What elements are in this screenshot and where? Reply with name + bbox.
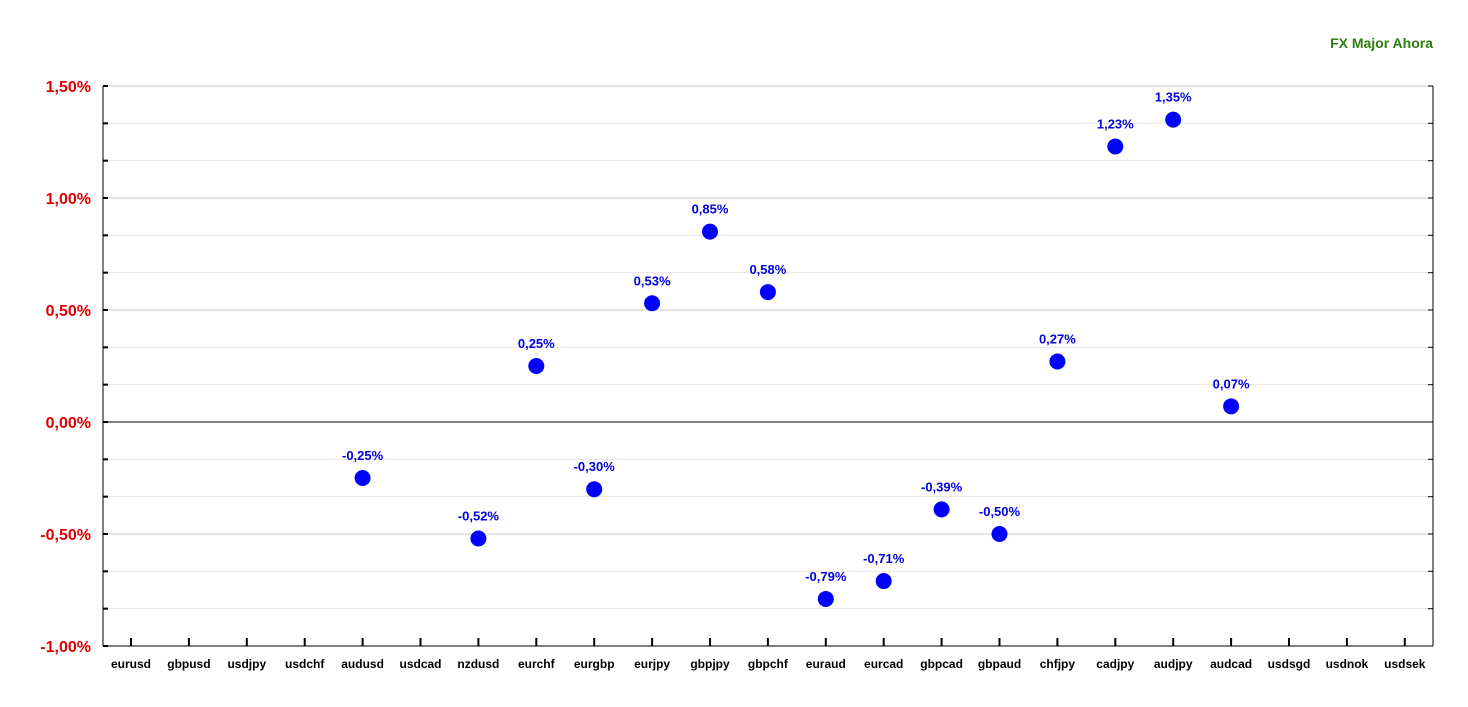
x-tick-label: gbpjpy	[690, 657, 730, 671]
data-point	[759, 284, 776, 301]
y-tick-label: 1,00%	[46, 191, 91, 208]
x-tick-label: audusd	[341, 657, 384, 671]
x-tick-label: usdjpy	[227, 657, 266, 671]
data-label: -0,30%	[574, 459, 616, 474]
data-label: -0,79%	[805, 569, 847, 584]
y-tick-label: 1,50%	[46, 79, 91, 96]
data-points	[354, 111, 1240, 607]
x-tick-label: eurjpy	[634, 657, 670, 671]
y-tick-label: 0,00%	[46, 415, 91, 432]
data-point	[470, 530, 487, 547]
x-tick-label: eurchf	[518, 657, 556, 671]
x-tick-label: usdsgd	[1268, 657, 1311, 671]
data-point	[586, 481, 603, 498]
data-labels: -0,25% -0,52% 0,25% -0,30% 0,53% 0,85% 0,58% -0…	[342, 90, 1250, 584]
data-point	[933, 501, 950, 518]
data-point	[1107, 138, 1124, 155]
data-point	[875, 573, 892, 590]
x-tick-labels: eurusd gbpusd usdjpy usdchf audusd usdcad nzdu…	[111, 657, 1426, 671]
data-label: 0,27%	[1039, 332, 1076, 347]
x-tick-label: gbpchf	[748, 657, 789, 671]
data-point	[1049, 353, 1066, 370]
x-tick-label: nzdusd	[457, 657, 499, 671]
data-point	[644, 295, 661, 312]
data-label: -0,25%	[342, 448, 384, 463]
y-tick-label: -0,50%	[40, 527, 91, 544]
data-label: 1,35%	[1155, 90, 1192, 105]
data-label: 0,25%	[518, 336, 555, 351]
data-point	[528, 358, 545, 374]
data-label: -0,39%	[921, 479, 963, 494]
x-tick-label: eurgbp	[574, 657, 615, 671]
x-tick-label: cadjpy	[1096, 657, 1134, 671]
data-point	[1223, 398, 1240, 415]
data-label: -0,52%	[458, 508, 500, 523]
x-tick-label: gbpaud	[978, 657, 1021, 671]
axes	[102, 85, 1434, 647]
x-tick-label: euraud	[806, 657, 846, 671]
x-tick-label: gbpcad	[920, 657, 963, 671]
x-tick-label: usdchf	[285, 657, 325, 671]
grid-lines	[103, 85, 1433, 647]
data-point	[991, 526, 1008, 542]
x-tick-label: usdnok	[1326, 657, 1369, 671]
y-tick-label: -1,00%	[40, 639, 91, 656]
data-label: 0,85%	[692, 202, 729, 217]
y-tick-labels: 1,50% 1,00% 0,50% 0,00% -0,50% -1,00%	[40, 79, 91, 656]
x-tick-label: chfjpy	[1040, 657, 1076, 671]
data-point	[817, 590, 834, 607]
data-label: 0,07%	[1213, 376, 1250, 391]
x-tick-label: audjpy	[1154, 657, 1193, 671]
x-tick-label: usdsek	[1384, 657, 1426, 671]
data-label: 0,58%	[749, 262, 786, 277]
chart-title: FX Major Ahora	[1330, 35, 1433, 51]
data-label: -0,71%	[863, 551, 905, 566]
data-point	[702, 223, 718, 240]
x-tick-label: usdcad	[399, 657, 441, 671]
data-point	[354, 470, 371, 486]
x-tick-label: audcad	[1210, 657, 1252, 671]
data-point	[1165, 111, 1182, 128]
data-label: -0,50%	[979, 504, 1021, 519]
y-tick-label: 0,50%	[46, 303, 91, 320]
x-tick-label: eurcad	[864, 657, 903, 671]
x-tick-label: gbpusd	[167, 657, 210, 671]
data-label: 1,23%	[1097, 116, 1134, 131]
x-tick-label: eurusd	[111, 657, 151, 671]
data-label: 0,53%	[634, 273, 671, 288]
